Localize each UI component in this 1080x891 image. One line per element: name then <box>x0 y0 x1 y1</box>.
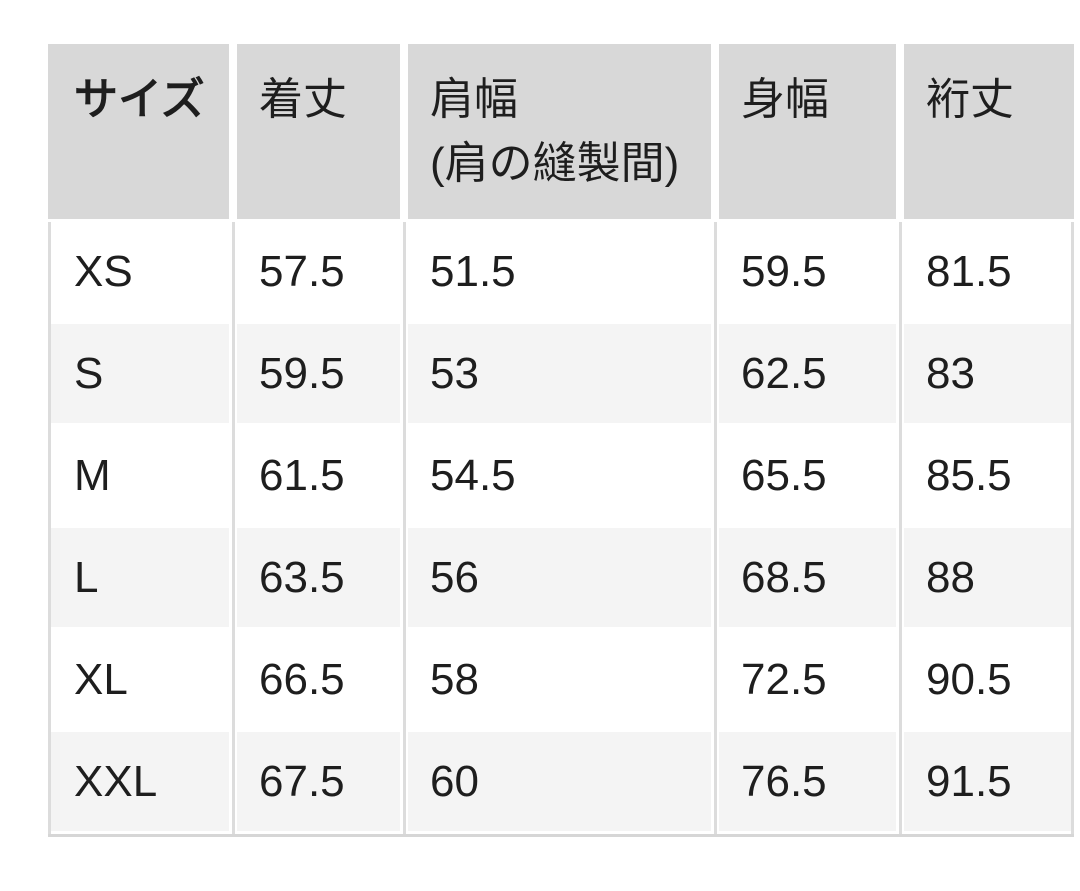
sleeve-length-cell: 85.5 <box>904 426 1074 525</box>
size-cell: S <box>48 324 229 423</box>
column-divider <box>403 222 406 834</box>
size-chart-table: サイズ 着丈 肩幅 (肩の縫製間) 身幅 裄丈 XS 57.5 51.5 59.… <box>48 44 1074 837</box>
table-row-m: M 61.5 54.5 65.5 85.5 <box>48 426 1074 525</box>
column-header-size-label: サイズ <box>74 75 205 124</box>
chest-width-cell: 72.5 <box>719 630 896 729</box>
shoulder-width-cell: 53 <box>408 324 711 423</box>
size-cell: L <box>48 528 229 627</box>
table-body: XS 57.5 51.5 59.5 81.5 S 59.5 53 62.5 83… <box>48 222 1074 837</box>
chest-width-cell: 62.5 <box>719 324 896 423</box>
size-cell: M <box>48 426 229 525</box>
table-row-s: S 59.5 53 62.5 83 <box>48 324 1074 423</box>
column-header-shoulder-width-sublabel: (肩の縫製間) <box>430 139 680 188</box>
shoulder-width-cell: 51.5 <box>408 222 711 321</box>
chest-width-cell: 76.5 <box>719 732 896 831</box>
body-length-cell: 66.5 <box>237 630 400 729</box>
table-row-xs: XS 57.5 51.5 59.5 81.5 <box>48 222 1074 321</box>
sleeve-length-cell: 83 <box>904 324 1074 423</box>
shoulder-width-cell: 60 <box>408 732 711 831</box>
column-header-chest-width: 身幅 <box>719 44 896 219</box>
column-header-size: サイズ <box>48 44 229 219</box>
body-length-cell: 67.5 <box>237 732 400 831</box>
column-header-body-length: 着丈 <box>237 44 400 219</box>
size-cell: XL <box>48 630 229 729</box>
sleeve-length-cell: 81.5 <box>904 222 1074 321</box>
table-row-xl: XL 66.5 58 72.5 90.5 <box>48 630 1074 729</box>
column-header-shoulder-width-label: 肩幅 <box>430 75 518 124</box>
column-header-sleeve-length: 裄丈 <box>904 44 1074 219</box>
shoulder-width-cell: 58 <box>408 630 711 729</box>
shoulder-width-cell: 56 <box>408 528 711 627</box>
chest-width-cell: 68.5 <box>719 528 896 627</box>
shoulder-width-cell: 54.5 <box>408 426 711 525</box>
column-divider <box>899 222 902 834</box>
column-divider <box>714 222 717 834</box>
table-right-border <box>1071 222 1074 834</box>
chest-width-cell: 65.5 <box>719 426 896 525</box>
table-left-border <box>48 222 51 834</box>
column-header-body-length-label: 着丈 <box>259 75 347 124</box>
column-header-chest-width-label: 身幅 <box>741 75 829 124</box>
sleeve-length-cell: 90.5 <box>904 630 1074 729</box>
chest-width-cell: 59.5 <box>719 222 896 321</box>
size-cell: XXL <box>48 732 229 831</box>
table-row-xxl: XXL 67.5 60 76.5 91.5 <box>48 732 1074 831</box>
body-length-cell: 61.5 <box>237 426 400 525</box>
body-length-cell: 57.5 <box>237 222 400 321</box>
column-header-shoulder-width: 肩幅 (肩の縫製間) <box>408 44 711 219</box>
body-length-cell: 63.5 <box>237 528 400 627</box>
size-cell: XS <box>48 222 229 321</box>
table-row-l: L 63.5 56 68.5 88 <box>48 528 1074 627</box>
sleeve-length-cell: 88 <box>904 528 1074 627</box>
column-header-sleeve-length-label: 裄丈 <box>926 75 1014 124</box>
table-header-row: サイズ 着丈 肩幅 (肩の縫製間) 身幅 裄丈 <box>48 44 1074 219</box>
column-divider <box>232 222 235 834</box>
sleeve-length-cell: 91.5 <box>904 732 1074 831</box>
body-length-cell: 59.5 <box>237 324 400 423</box>
